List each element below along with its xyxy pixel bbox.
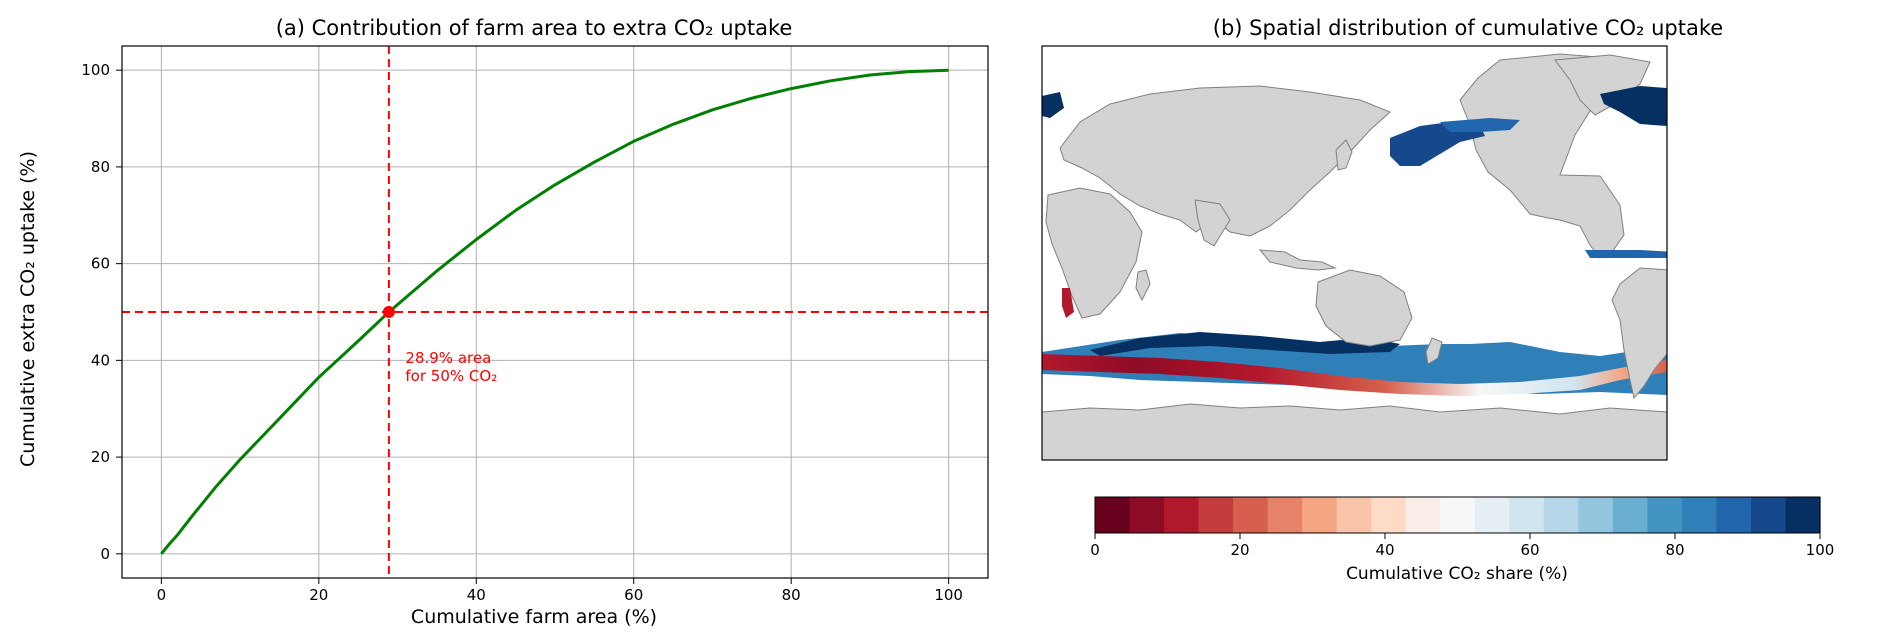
colorbar-segment xyxy=(1785,497,1821,533)
colorbar-ticks: 0 20 40 60 80 100 xyxy=(1090,533,1834,559)
colorbar-segment xyxy=(1198,497,1234,533)
colorbar-segment xyxy=(1716,497,1752,533)
x-tick-label: 40 xyxy=(467,586,486,604)
y-tick-label: 20 xyxy=(91,448,110,466)
x-tick-label: 100 xyxy=(934,586,963,604)
x-tick-label: 60 xyxy=(624,586,643,604)
x-axis-label: Cumulative farm area (%) xyxy=(411,606,657,628)
land-layer xyxy=(1042,53,1667,460)
marker-layer xyxy=(382,306,395,318)
madagascar xyxy=(1135,269,1151,302)
north-pacific-uptake xyxy=(1390,122,1485,166)
eurasia xyxy=(1059,85,1391,237)
colorbar-segment xyxy=(1612,497,1648,533)
y-axis-ticks: 0 20 40 60 80 100 xyxy=(81,61,122,563)
norwegian-sea-uptake xyxy=(1042,92,1064,118)
colorbar-tick-label: 60 xyxy=(1520,541,1539,559)
y-tick-label: 0 xyxy=(100,545,110,563)
colorbar-tick-label: 40 xyxy=(1375,541,1394,559)
x-tick-label: 20 xyxy=(309,586,328,604)
north-atlantic-uptake xyxy=(1600,86,1667,126)
colorbar-segment xyxy=(1095,497,1131,533)
map-panel: (b) Spatial distribution of cumulative C… xyxy=(1041,16,1834,584)
y-tick-label: 100 xyxy=(81,61,110,79)
colorbar-segment xyxy=(1509,497,1545,533)
africa xyxy=(1045,187,1143,319)
benguela-red-patch xyxy=(1062,288,1074,318)
colorbar-segment xyxy=(1129,497,1165,533)
colorbar-segment xyxy=(1440,497,1476,533)
x-axis-ticks: 0 20 40 60 80 100 xyxy=(157,578,963,604)
colorbar-segment xyxy=(1336,497,1372,533)
bering-sea-uptake xyxy=(1440,118,1520,132)
colorbar-segment xyxy=(1405,497,1441,533)
south-america xyxy=(1611,267,1667,400)
japan xyxy=(1335,139,1353,171)
annotation-line-0: 28.9% area xyxy=(405,349,491,367)
southern-ocean-red-band xyxy=(1042,354,1667,396)
colorbar-segment xyxy=(1578,497,1614,533)
colorbar-tick-label: 0 xyxy=(1090,541,1100,559)
colorbar-segment xyxy=(1164,497,1200,533)
map-content xyxy=(1042,53,1696,460)
colorbar-tick-label: 100 xyxy=(1806,541,1835,559)
colorbar-label: Cumulative CO₂ share (%) xyxy=(1346,564,1568,584)
reference-lines xyxy=(122,46,988,578)
colorbar-segment xyxy=(1233,497,1269,533)
line-chart-panel: (a) Contribution of farm area to extra C… xyxy=(17,16,989,628)
east-pacific-uptake xyxy=(1585,250,1667,258)
colorbar-segment xyxy=(1302,497,1338,533)
colorbar-segment xyxy=(1681,497,1718,533)
colorbar-segment xyxy=(1267,497,1303,533)
chart-b-title: (b) Spatial distribution of cumulative C… xyxy=(1213,16,1723,40)
indonesia xyxy=(1258,249,1337,271)
plot-frame xyxy=(121,45,989,579)
southern-ocean-dark-blue-edge xyxy=(1090,332,1400,356)
colorbar-segment xyxy=(1371,497,1407,533)
india xyxy=(1194,199,1231,247)
antarctica xyxy=(1042,403,1667,460)
colorbar-segment xyxy=(1647,497,1683,533)
x-tick-label: 80 xyxy=(782,586,801,604)
series-line-0 xyxy=(160,68,949,555)
australia xyxy=(1315,269,1413,347)
colorbar-tick-label: 80 xyxy=(1665,541,1684,559)
chart-a-title: (a) Contribution of farm area to extra C… xyxy=(276,16,793,40)
y-tick-label: 80 xyxy=(91,158,110,176)
threshold-point xyxy=(382,306,395,318)
series-layer xyxy=(160,68,949,555)
colorbar-frame xyxy=(1094,496,1821,534)
colorbar-segment xyxy=(1750,497,1787,533)
southern-ocean-blue-band xyxy=(1042,333,1667,395)
map-frame xyxy=(1041,45,1668,461)
y-tick-label: 40 xyxy=(91,351,110,369)
new-zealand xyxy=(1425,337,1443,365)
x-tick-label: 0 xyxy=(157,586,167,604)
annotation-line-1: for 50% CO₂ xyxy=(405,367,497,385)
colorbar-tick-label: 20 xyxy=(1230,541,1249,559)
colorbar-segment xyxy=(1543,497,1579,533)
y-tick-label: 60 xyxy=(91,255,110,273)
humboldt-red-patch xyxy=(1680,268,1696,322)
y-axis-label: Cumulative extra CO₂ uptake (%) xyxy=(17,151,39,467)
colorbar xyxy=(1095,497,1821,533)
colorbar-segment xyxy=(1474,497,1510,533)
